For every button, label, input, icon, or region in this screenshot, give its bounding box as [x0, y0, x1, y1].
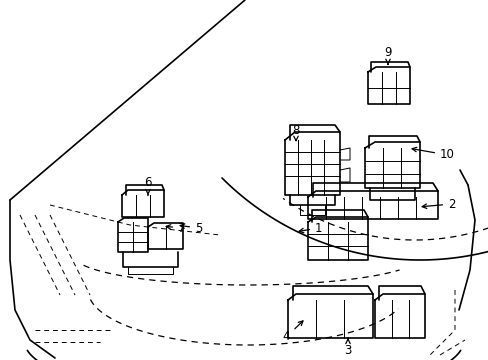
Text: 2: 2: [421, 198, 454, 211]
Text: 9: 9: [384, 45, 391, 64]
Text: 7: 7: [166, 221, 185, 234]
Text: 5: 5: [180, 221, 202, 234]
Text: 8: 8: [292, 123, 299, 141]
Text: 10: 10: [411, 147, 454, 162]
Text: 1: 1: [299, 221, 322, 234]
Text: 6: 6: [144, 176, 151, 195]
Text: 3: 3: [344, 338, 351, 356]
Text: 4: 4: [282, 321, 303, 343]
